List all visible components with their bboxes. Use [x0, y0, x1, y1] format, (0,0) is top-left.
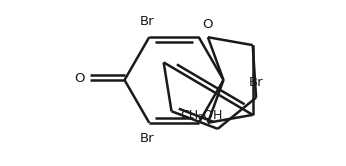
- Text: O: O: [203, 18, 213, 31]
- Text: Br: Br: [139, 15, 154, 28]
- Text: CH₂OH: CH₂OH: [181, 109, 223, 122]
- Text: O: O: [74, 72, 85, 85]
- Text: Br: Br: [249, 76, 263, 88]
- Text: Br: Br: [139, 132, 154, 145]
